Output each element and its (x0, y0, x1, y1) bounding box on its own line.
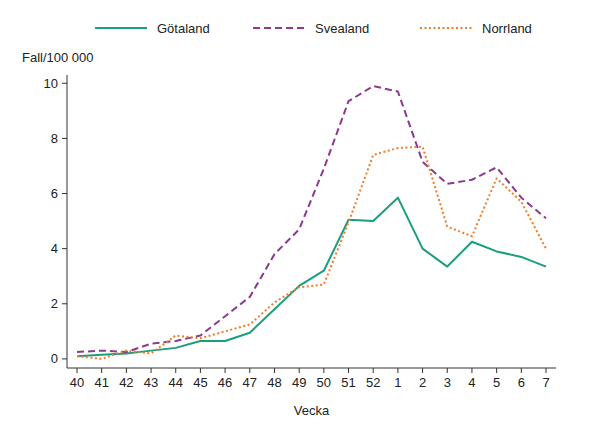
x-tick-label: 6 (518, 375, 525, 390)
x-tick (323, 368, 324, 373)
x-tick (77, 368, 78, 373)
x-tick (200, 368, 201, 373)
y-tick-label: 4 (51, 241, 58, 256)
x-tick-label: 40 (70, 375, 84, 390)
x-tick (373, 368, 374, 373)
x-tick-label: 50 (317, 375, 331, 390)
y-tick-label: 6 (51, 186, 58, 201)
x-tick-label: 4 (468, 375, 475, 390)
x-tick-label: 44 (169, 375, 183, 390)
legend-swatch (95, 27, 147, 29)
y-axis-title: Fall/100 000 (22, 50, 94, 65)
x-tick-label: 7 (542, 375, 549, 390)
y-axis (67, 75, 68, 368)
x-tick-label: 52 (366, 375, 380, 390)
x-tick-label: 42 (119, 375, 133, 390)
x-tick (101, 368, 102, 373)
x-tick (471, 368, 472, 373)
x-tick-label: 5 (493, 375, 500, 390)
legend-swatch (253, 27, 305, 29)
x-tick (348, 368, 349, 373)
x-tick (299, 368, 300, 373)
y-tick (62, 358, 67, 359)
x-tick (521, 368, 522, 373)
x-axis-title: Vecka (294, 403, 330, 418)
x-tick-label: 41 (94, 375, 108, 390)
x-tick-label: 43 (144, 375, 158, 390)
x-tick-label: 46 (218, 375, 232, 390)
y-tick-label: 2 (51, 296, 58, 311)
y-tick-label: 10 (44, 76, 58, 91)
y-tick (62, 83, 67, 84)
x-axis (67, 368, 556, 369)
x-tick (175, 368, 176, 373)
y-tick (62, 193, 67, 194)
x-tick (496, 368, 497, 373)
x-tick (546, 368, 547, 373)
y-tick-label: 8 (51, 131, 58, 146)
y-tick (62, 303, 67, 304)
y-tick-label: 0 (51, 351, 58, 366)
x-tick-label: 2 (419, 375, 426, 390)
x-tick (249, 368, 250, 373)
x-tick-label: 48 (267, 375, 281, 390)
x-tick (422, 368, 423, 373)
y-tick (62, 248, 67, 249)
x-tick (126, 368, 127, 373)
x-tick-label: 1 (394, 375, 401, 390)
series-line (77, 147, 546, 359)
legend-label: Svealand (315, 21, 369, 36)
y-tick (62, 138, 67, 139)
legend-label: Norrland (482, 21, 532, 36)
x-tick (225, 368, 226, 373)
x-tick-label: 51 (341, 375, 355, 390)
x-tick-label: 47 (243, 375, 257, 390)
x-tick-label: 45 (193, 375, 207, 390)
x-tick (397, 368, 398, 373)
series-line (77, 86, 546, 352)
x-tick (447, 368, 448, 373)
x-tick-label: 3 (444, 375, 451, 390)
chart: 0246810404142434445464748495051521234567… (0, 0, 594, 432)
x-tick (274, 368, 275, 373)
x-tick (151, 368, 152, 373)
x-tick-label: 49 (292, 375, 306, 390)
legend-label: Götaland (157, 21, 210, 36)
legend-swatch (420, 27, 472, 29)
plot-area (77, 86, 546, 359)
series-line (77, 198, 546, 356)
